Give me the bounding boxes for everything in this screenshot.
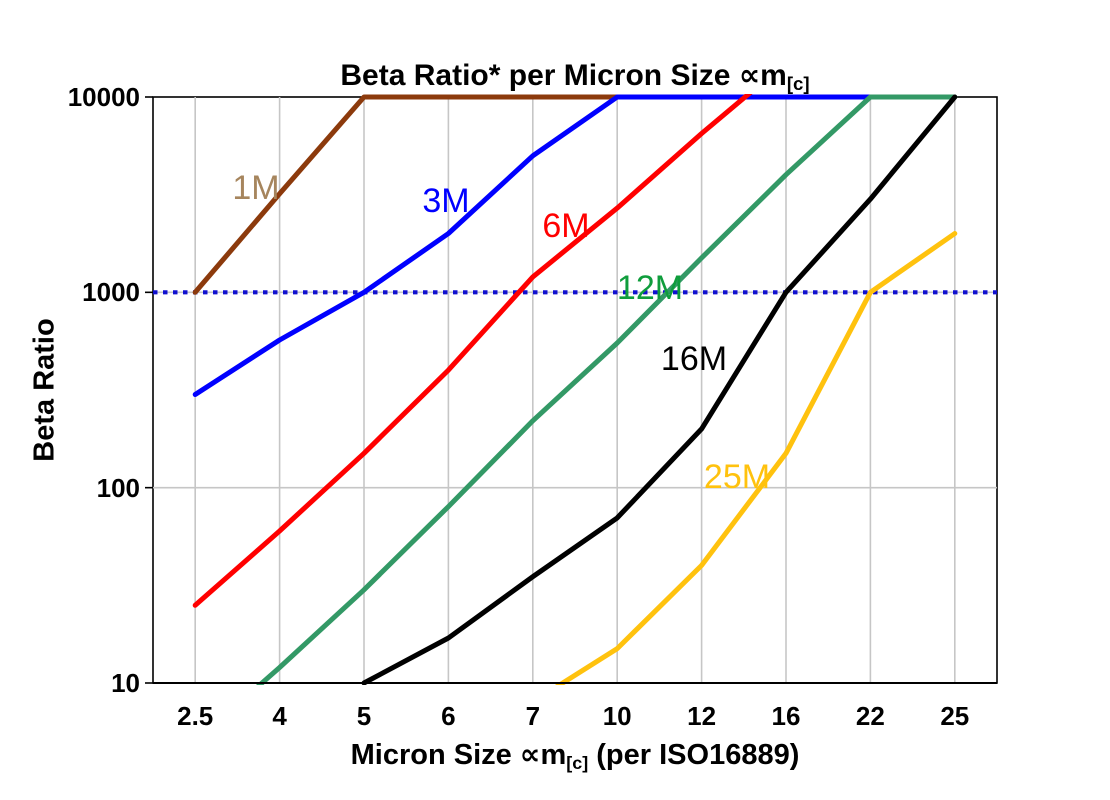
x-axis-title: Micron Size ∝m[c] (per ISO16889) [153, 737, 997, 774]
series-line-16M [361, 94, 958, 685]
series-line-12M [255, 94, 958, 685]
chart-title-subscript: [c] [786, 73, 810, 95]
x-tick-label-2.5: 2.5 [177, 701, 214, 731]
series-line-6M [192, 94, 753, 608]
series-line-3M [192, 94, 873, 397]
x-axis-title-prefix: Micron Size ∝m [350, 739, 567, 771]
y-tick-label-10: 10 [111, 668, 140, 698]
series-label-16M: 16M [661, 340, 727, 378]
series-line-25M [554, 231, 958, 685]
x-tick-label-12: 12 [687, 701, 717, 731]
x-tick-label-10: 10 [602, 701, 632, 731]
series-label-12M: 12M [617, 269, 683, 307]
y-tick-label-1000: 1000 [82, 277, 140, 308]
x-axis-title-suffix: (per ISO16889) [588, 739, 800, 771]
x-tick-label-6: 6 [441, 701, 456, 731]
y-axis-title: Beta Ratio [28, 318, 61, 462]
x-tick-label-22: 22 [855, 701, 885, 731]
series-label-25M: 25M [704, 458, 770, 496]
chart-title-text: Beta Ratio* per Micron Size ∝m [340, 59, 787, 92]
x-axis-title-subscript: [c] [566, 753, 589, 774]
chart-title: Beta Ratio* per Micron Size ∝m[c] [153, 58, 997, 95]
x-tick-label-4: 4 [272, 701, 287, 731]
x-tick-label-7: 7 [525, 701, 541, 731]
y-tick-label-100: 100 [96, 472, 140, 503]
series-label-1M: 1M [232, 169, 279, 207]
x-tick-label-25: 25 [940, 701, 970, 731]
x-tick-label-16: 16 [771, 701, 801, 731]
x-tick-label-5: 5 [356, 701, 372, 731]
y-tick-label-10000: 10000 [67, 82, 140, 112]
series-label-6M: 6M [542, 207, 589, 245]
series-label-3M: 3M [422, 182, 469, 220]
series-line-1M [192, 94, 620, 295]
